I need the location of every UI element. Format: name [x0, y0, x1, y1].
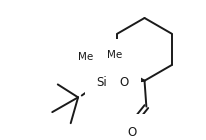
Text: Me: Me [78, 52, 93, 62]
Text: Me: Me [107, 50, 123, 60]
Text: O: O [127, 126, 136, 139]
Text: O: O [120, 76, 129, 89]
Text: Si: Si [97, 76, 108, 89]
